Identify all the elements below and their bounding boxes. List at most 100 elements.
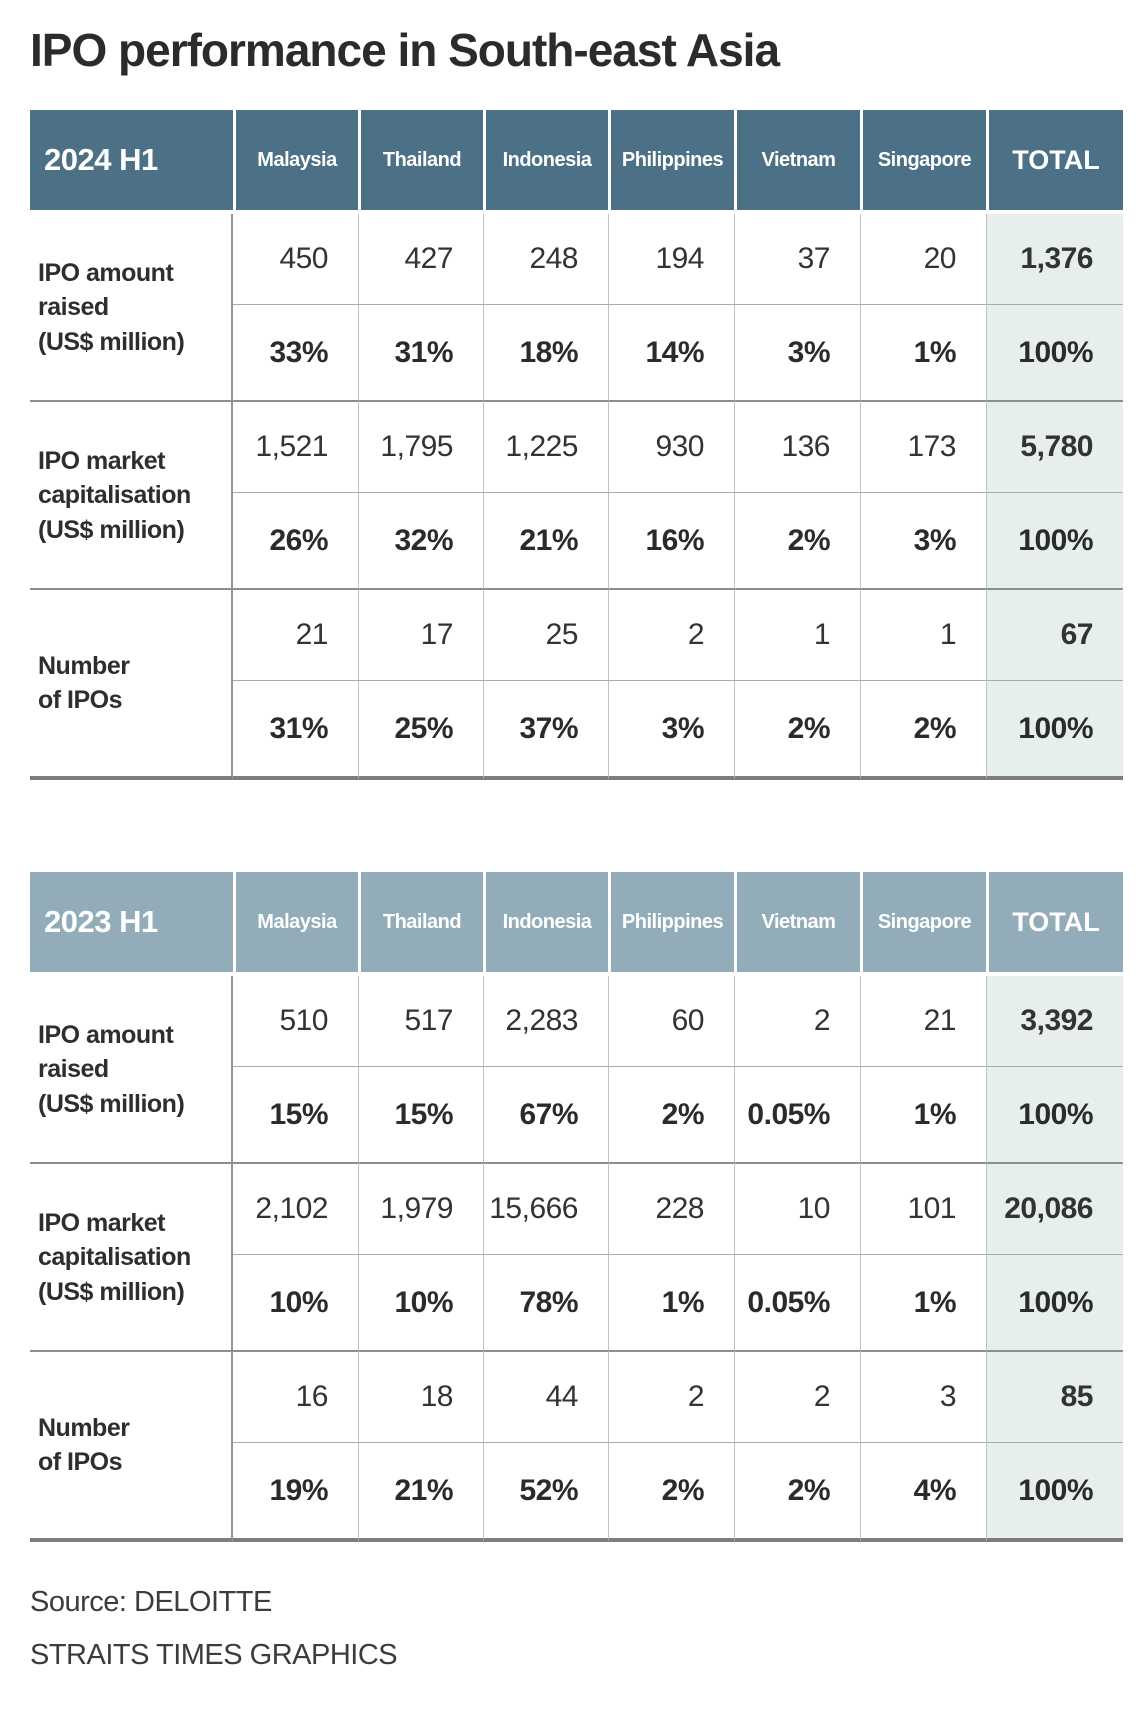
value-row: Number of IPOs 21 17 25 2 1 1 67 [30, 588, 1123, 781]
percent-cell: 14% [608, 305, 734, 401]
value-cell: 930 [608, 400, 734, 494]
value-cell: 2 [734, 976, 860, 1068]
row-label-line: (US$ million) [38, 327, 185, 356]
value-cell: 136 [734, 400, 860, 494]
percent-cell: 15% [358, 1067, 483, 1163]
period-cell: 2024 H1 [30, 110, 233, 215]
value-cell: 60 [608, 976, 734, 1068]
percent-cell: 1% [860, 1255, 986, 1351]
row-label: IPO amount raised (US$ million) [30, 976, 233, 1163]
percent-cell: 10% [269, 1285, 328, 1319]
percent-cell: 16% [608, 493, 734, 589]
row-label-line: of IPOs [38, 1448, 123, 1477]
percent-cell: 10% [358, 1255, 483, 1351]
percent-cell: 2% [608, 1443, 734, 1543]
total-percent-cell: 100% [986, 1067, 1123, 1163]
percent-cell: 37% [483, 681, 608, 781]
value-cell: 2 [608, 588, 734, 682]
value-cell: 450 [233, 214, 358, 306]
value-cell: 25 [483, 588, 608, 682]
percent-cell: 2% [734, 681, 860, 781]
total-value-cell: 3,392 [986, 976, 1123, 1068]
percent-row: 31% 25% 37% 3% 2% 2% 100% [30, 681, 1123, 781]
percent-cell: 33% [269, 335, 328, 369]
row-label-line: raised [38, 1055, 109, 1084]
row-label-line: of IPOs [38, 686, 123, 715]
row-label: Number of IPOs [30, 1350, 233, 1543]
value-cell: 517 [358, 976, 483, 1068]
source-text: Source: DELOITTE [30, 1586, 272, 1619]
row-label-line: Number [38, 651, 130, 680]
percent-cell: 15% [269, 1097, 328, 1131]
column-header-malaysia: Malaysia [233, 872, 358, 977]
column-header-vietnam: Vietnam [734, 110, 860, 215]
total-percent-cell: 100% [986, 1443, 1123, 1543]
value-cell: 1,225 [483, 400, 608, 494]
percent-cell: 78% [483, 1255, 608, 1351]
period-cell: 2023 H1 [30, 872, 233, 977]
percent-cell: 21% [483, 493, 608, 589]
total-value-cell: 5,780 [986, 400, 1123, 494]
row-label-line: (US$ million) [38, 515, 185, 544]
percent-row: 10% 10% 78% 1% 0.05% 1% 100% [30, 1255, 1123, 1351]
row-label-line: IPO market [38, 1208, 166, 1237]
row-label-line: (US$ million) [38, 1277, 185, 1306]
value-cell: 1 [734, 588, 860, 682]
ipo-table-2: 2023 H1 Malaysia Thailand Indonesia Philippi… [30, 872, 1123, 1543]
value-row: IPO market capitalisation (US$ million) 2,1… [30, 1162, 1123, 1351]
percent-row: 26% 32% 21% 16% 2% 3% 100% [30, 493, 1123, 589]
total-percent-cell: 100% [986, 681, 1123, 781]
value-row: IPO market capitalisation (US$ million) 1,5… [30, 400, 1123, 589]
percent-cell: 0.05% [734, 1255, 860, 1351]
percent-cell: 52% [483, 1443, 608, 1543]
value-cell: 18 [358, 1350, 483, 1444]
percent-cell: 26% [269, 523, 328, 557]
percent-cell: 0.05% [734, 1067, 860, 1163]
row-label: IPO market capitalisation (US$ million) [30, 1162, 233, 1351]
column-header-philippines: Philippines [608, 872, 734, 977]
value-cell: 44 [483, 1350, 608, 1444]
percent-cell: 1% [608, 1255, 734, 1351]
total-percent-cell: 100% [986, 305, 1123, 401]
value-cell: 2 [608, 1350, 734, 1444]
value-cell: 173 [860, 400, 986, 494]
value-cell: 1 [860, 588, 986, 682]
column-header-indonesia: Indonesia [483, 872, 608, 977]
value-cell: 20 [860, 214, 986, 306]
total-percent-cell: 100% [986, 1255, 1123, 1351]
ipo-table-1: 2024 H1 Malaysia Thailand Indonesia Philippi… [30, 110, 1123, 781]
percent-cell: 25% [358, 681, 483, 781]
total-value-cell: 85 [986, 1350, 1123, 1444]
row-label-line: capitalisation [38, 1243, 191, 1272]
percent-cell: 32% [358, 493, 483, 589]
column-header-malaysia: Malaysia [233, 110, 358, 215]
value-cell: 1,979 [358, 1162, 483, 1256]
value-cell: 1,521 [233, 400, 358, 494]
column-header-thailand: Thailand [358, 872, 483, 977]
value-cell: 15,666 [483, 1162, 608, 1256]
value-cell: 510 [233, 976, 358, 1068]
footer: Source: DELOITTE STRAITS TIMES GRAPHICS [30, 1588, 1125, 1670]
percent-cell: 4% [860, 1443, 986, 1543]
value-cell: 228 [608, 1162, 734, 1256]
value-cell: 10 [734, 1162, 860, 1256]
value-cell: 37 [734, 214, 860, 306]
percent-cell: 2% [860, 681, 986, 781]
value-cell: 101 [860, 1162, 986, 1256]
percent-cell: 21% [358, 1443, 483, 1543]
value-cell: 194 [608, 214, 734, 306]
row-label: Number of IPOs [30, 588, 233, 781]
value-cell: 248 [483, 214, 608, 306]
percent-row: 33% 31% 18% 14% 3% 1% 100% [30, 305, 1123, 401]
value-cell: 1,795 [358, 400, 483, 494]
total-value-cell: 1,376 [986, 214, 1123, 306]
percent-cell: 2% [734, 493, 860, 589]
total-value-cell: 67 [986, 588, 1123, 682]
value-row: IPO amount raised (US$ million) 510 517 2,283… [30, 976, 1123, 1163]
row-label: IPO market capitalisation (US$ million) [30, 400, 233, 589]
column-header-singapore: Singapore [860, 110, 986, 215]
value-cell: 16 [233, 1350, 358, 1444]
value-cell: 427 [358, 214, 483, 306]
value-cell: 2 [734, 1350, 860, 1444]
